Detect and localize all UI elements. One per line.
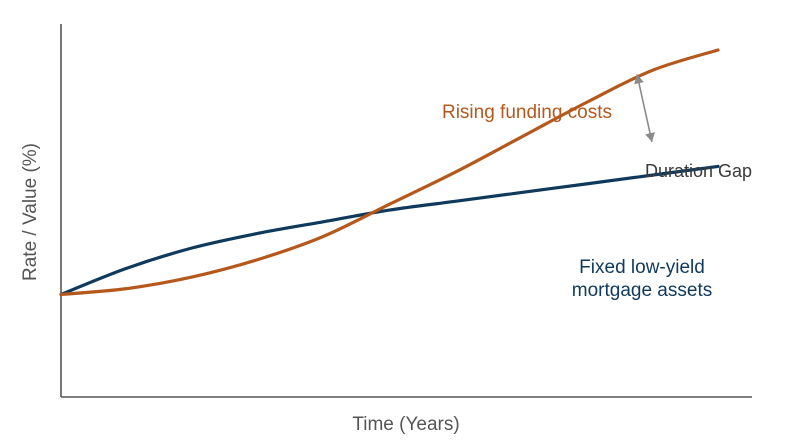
annotation-layer: Duration Gap xyxy=(634,74,752,181)
arrow-head xyxy=(634,74,644,85)
arrow-head xyxy=(645,132,655,143)
y-axis-label: Rate / Value (%) xyxy=(20,143,41,281)
series-label-line: mortgage assets xyxy=(572,280,712,301)
duration-gap-arrow xyxy=(634,74,655,143)
duration-gap-label: Duration Gap xyxy=(645,161,752,181)
series-line-2 xyxy=(59,48,720,297)
series-label-line: Rising funding costs xyxy=(442,102,612,123)
series-label-line: Fixed low-yield xyxy=(579,257,705,278)
axes xyxy=(60,24,752,398)
x-axis-label: Time (Years) xyxy=(352,414,459,435)
series-label-2: Rising funding costs xyxy=(442,102,612,123)
series-label-1: Fixed low-yield mortgage assets xyxy=(572,257,712,301)
arrow-shaft xyxy=(636,74,653,143)
series-layer: Fixed low-yield mortgage assets Rising fun… xyxy=(59,48,720,301)
series-line-1 xyxy=(59,164,720,297)
